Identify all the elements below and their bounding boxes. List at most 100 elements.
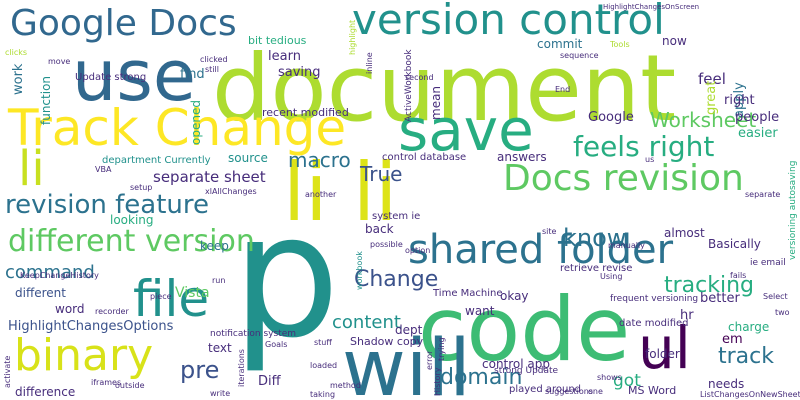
word: loaded [310,361,337,370]
word: manually [608,241,645,250]
word: inline [365,52,374,74]
word: another [305,190,337,199]
word: clicked [200,55,228,64]
word: versioning autosaving [788,161,798,260]
word: MS Word [628,384,676,397]
word: function [39,76,53,125]
word: iterations [237,349,246,387]
word: great [704,81,719,115]
word: two [775,308,790,317]
word: site [542,227,557,236]
word: Using [600,272,622,281]
word: Time Machine [432,288,503,299]
word: keep [200,239,229,253]
word: notification system [210,329,296,339]
word: History [433,367,442,396]
word: feels right [573,130,714,163]
word: back [365,222,394,236]
word: HighlightChangesOptions [8,319,174,334]
word: Diff [258,374,282,389]
word: content [332,312,401,333]
word: control database [382,152,466,163]
word: answers [497,150,547,164]
word: Tools [609,40,630,49]
word: Vista [175,285,210,301]
word: one [588,387,603,396]
word: saving [278,65,321,80]
word: retrieve revise [560,263,632,274]
word: trying [437,337,446,361]
word: piece [150,292,172,301]
word: End [555,85,570,94]
word: now [662,34,687,48]
word: difference [15,385,75,399]
word: em [722,332,743,347]
word: folder [645,347,680,361]
word: HighlightChangesOnScreen [603,3,699,11]
word: macro [288,148,351,172]
word: strong Update [494,366,559,376]
word: fails [730,271,746,280]
word: charge [728,320,769,334]
word: Basically [708,237,761,251]
word: suggestions [545,387,593,396]
word: us [645,155,654,164]
word: system ie [372,211,420,222]
word: Docs revision [503,158,744,199]
word: write [210,389,230,398]
word: apply [732,82,747,118]
word: still [205,65,219,74]
word: ListChangesOnNewSheet [700,390,800,399]
word: track [718,344,774,369]
word: move [48,57,70,66]
word: shared folder [408,227,674,273]
word: word [55,302,85,316]
word: p [232,178,340,376]
word: possible [370,240,403,249]
word: want [465,304,495,318]
word: Goals [265,340,287,349]
word: Track Change [7,99,346,157]
word: got [613,371,641,391]
word: use [72,35,196,117]
word: Change [354,267,438,292]
word: opened [189,100,203,145]
word: method [330,381,361,390]
word: workbook [355,251,364,290]
word: feel [698,70,726,88]
word: department Currently [102,155,211,166]
word: find [180,67,205,82]
word: domain [440,365,522,390]
word: mean [429,86,443,120]
word: pre [180,356,219,384]
word: Shadow copy [350,335,424,348]
word: VBA [95,165,112,174]
word: highlight [348,20,357,55]
word: dept [395,323,423,337]
word: right [724,93,755,108]
word: separate [745,190,780,199]
word: shows [597,373,622,382]
word: control app [482,357,550,371]
word: recent modified [262,106,349,119]
word: needs [708,377,744,391]
word: date modified [619,318,689,329]
word: okay [500,289,529,303]
word: hr [680,308,694,323]
word: save [398,96,534,164]
word: Worksheet [650,108,756,132]
word: revision feature [5,190,209,220]
word: know [563,224,626,252]
word: KeepChangeHistory [20,271,99,280]
word: commit [537,37,583,51]
word: outside [115,381,145,390]
word: separate sheet [153,168,266,186]
word: clicks [5,48,27,57]
word: stuff [314,338,332,347]
word: text [208,341,232,355]
word: run [212,276,225,285]
word: tracking [664,273,754,298]
word: looking [110,213,154,227]
word: ActiveWorkbook [404,49,414,122]
word: Google Docs [10,3,237,44]
